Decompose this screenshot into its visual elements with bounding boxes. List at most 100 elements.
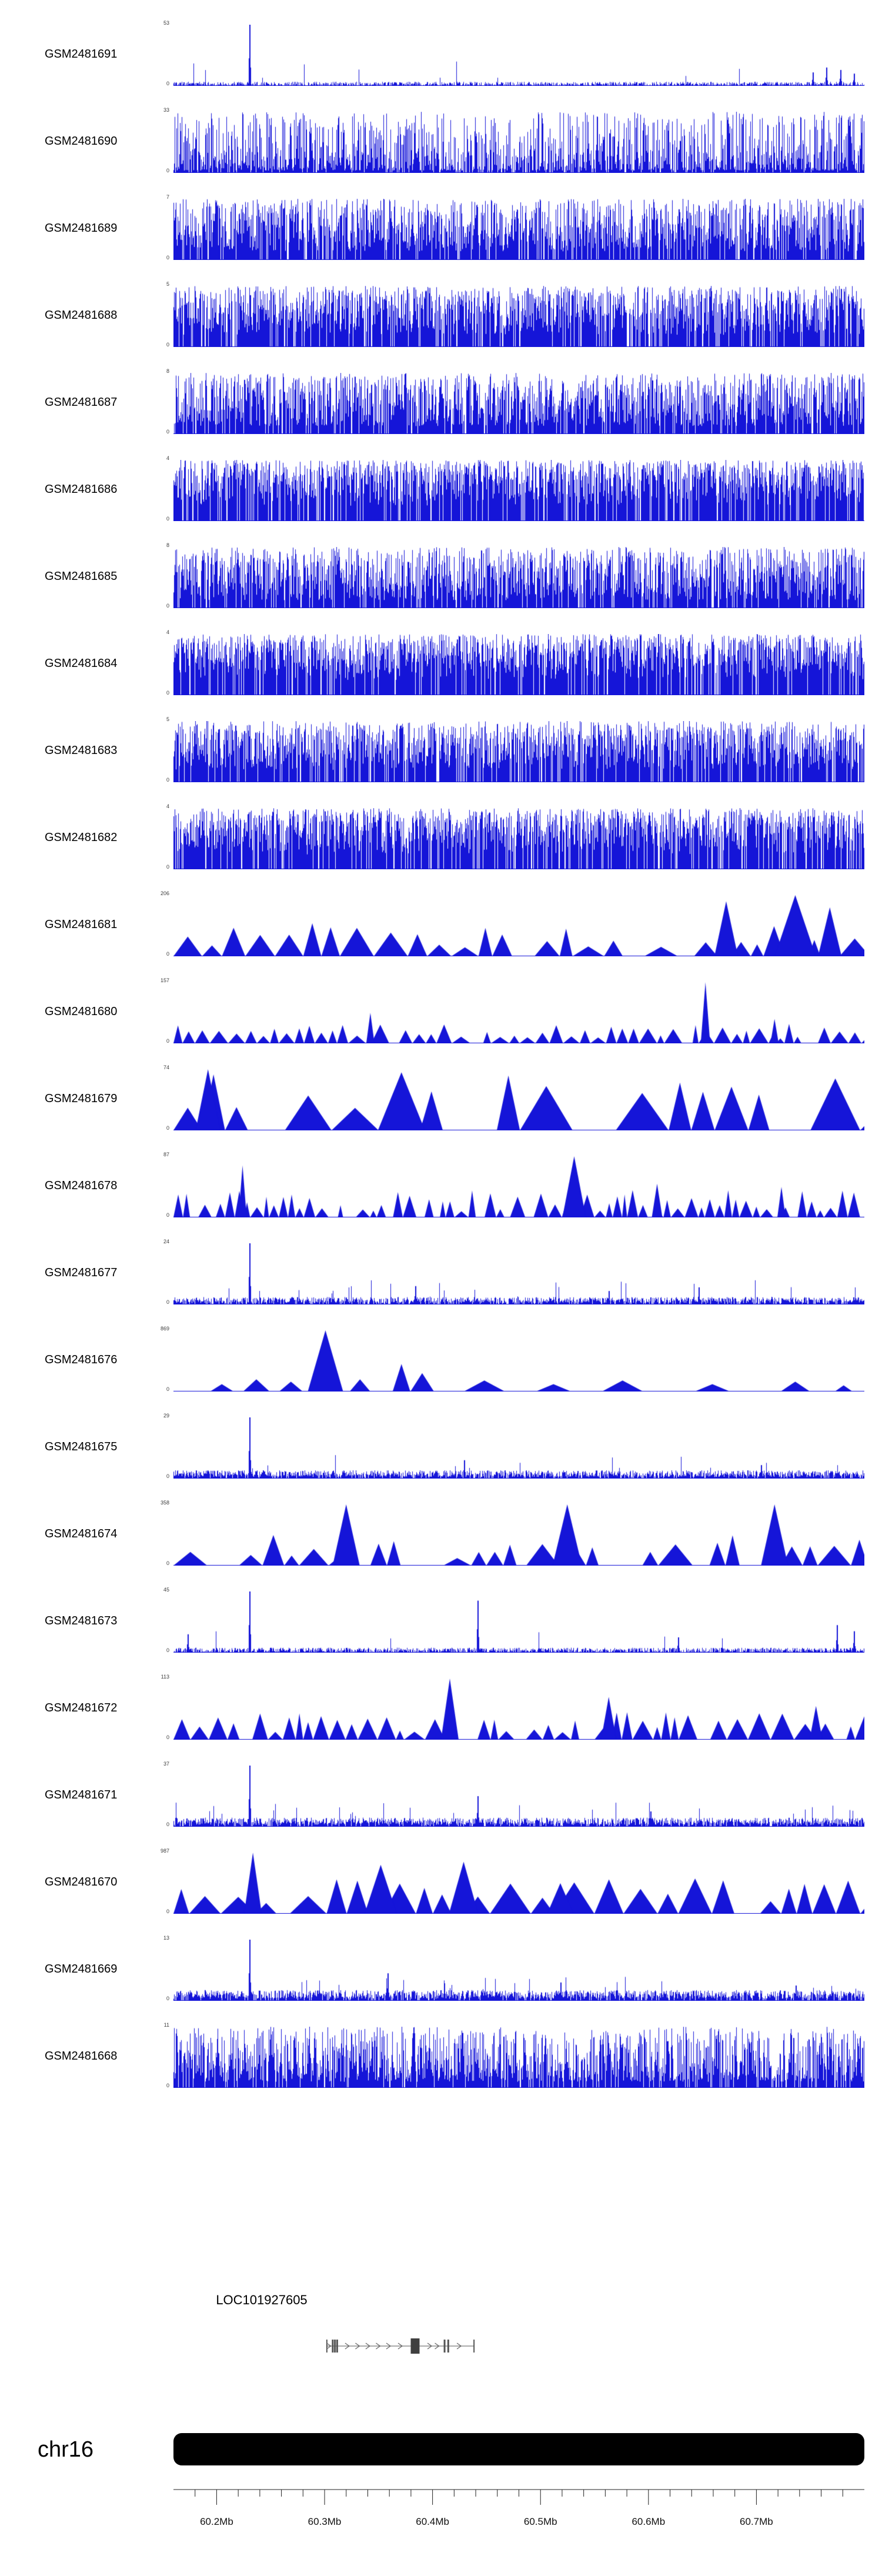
- track-signal-plot: [173, 721, 864, 782]
- signal-track: 87 GSM2481678 0: [0, 1147, 882, 1234]
- strand-arrow-icon: [456, 2343, 462, 2350]
- track-ymax-label: 11: [163, 2022, 169, 2028]
- track-ymin-label: 0: [166, 1473, 169, 1479]
- track-ymax-label: 4: [166, 803, 169, 809]
- track-sample-label: GSM2481677: [45, 1266, 118, 1279]
- track-ymin-label: 0: [166, 81, 169, 86]
- signal-track: 157 GSM2481680 0: [0, 973, 882, 1060]
- signal-track: 74 GSM2481679 0: [0, 1060, 882, 1147]
- track-ymin-label: 0: [166, 1821, 169, 1827]
- track-sample-label: GSM2481671: [45, 1788, 118, 1801]
- track-signal-plot: [173, 2027, 864, 2088]
- track-ymin-label: 0: [166, 342, 169, 348]
- track-signal-plot: [173, 1330, 864, 1392]
- track-ymin-label: 0: [166, 1560, 169, 1566]
- strand-arrow-icon: [376, 2343, 381, 2350]
- track-ymin-label: 0: [166, 603, 169, 609]
- track-sample-label: GSM2481689: [45, 222, 118, 235]
- track-ymax-label: 869: [160, 1326, 169, 1332]
- track-signal-plot: [173, 1243, 864, 1304]
- track-sample-label: GSM2481681: [45, 918, 118, 931]
- track-ymax-label: 24: [163, 1239, 169, 1244]
- track-signal-plot: [173, 373, 864, 434]
- track-ymax-label: 29: [163, 1413, 169, 1419]
- chromosome-ideogram: [173, 2433, 864, 2465]
- axis-tick-label: 60.5Mb: [524, 2516, 557, 2527]
- axis-tick-label: 60.2Mb: [200, 2516, 233, 2527]
- track-signal-plot: [173, 1504, 864, 1566]
- track-ymin-label: 0: [166, 255, 169, 261]
- track-sample-label: GSM2481673: [45, 1614, 118, 1627]
- track-ymin-label: 0: [166, 516, 169, 522]
- track-sample-label: GSM2481687: [45, 396, 118, 409]
- signal-track: 29 GSM2481675 0: [0, 1408, 882, 1495]
- track-ymin-label: 0: [166, 1647, 169, 1653]
- axis-tick-label: 60.4Mb: [416, 2516, 449, 2527]
- track-ymax-label: 5: [166, 716, 169, 722]
- axis-tick-label: 60.6Mb: [632, 2516, 665, 2527]
- track-ymax-label: 4: [166, 455, 169, 461]
- signal-track: 37 GSM2481671 0: [0, 1756, 882, 1843]
- track-ymax-label: 4: [166, 629, 169, 635]
- track-ymax-label: 53: [163, 20, 169, 26]
- signal-track: 33 GSM2481690 0: [0, 102, 882, 189]
- signal-track: 7 GSM2481689 0: [0, 189, 882, 276]
- track-ymax-label: 45: [163, 1587, 169, 1593]
- track-ymax-label: 74: [163, 1065, 169, 1070]
- track-sample-label: GSM2481686: [45, 483, 118, 496]
- track-sample-label: GSM2481683: [45, 744, 118, 757]
- signal-track: 4 GSM2481682 0: [0, 799, 882, 886]
- track-signal-plot: [173, 460, 864, 521]
- track-ymin-label: 0: [166, 951, 169, 957]
- track-signal-plot: [173, 112, 864, 173]
- track-ymin-label: 0: [166, 1212, 169, 1218]
- track-signal-plot: [173, 1679, 864, 1740]
- gene-exon: [473, 2340, 475, 2353]
- track-ymin-label: 0: [166, 864, 169, 870]
- track-ymin-label: 0: [166, 1299, 169, 1305]
- track-ymin-label: 0: [166, 1038, 169, 1044]
- track-signal-plot: [173, 1766, 864, 1827]
- track-sample-label: GSM2481690: [45, 135, 118, 148]
- track-sample-label: GSM2481674: [45, 1527, 118, 1540]
- track-sample-label: GSM2481685: [45, 570, 118, 583]
- signal-track: 45 GSM2481673 0: [0, 1582, 882, 1669]
- track-signal-plot: [173, 1591, 864, 1653]
- track-ymax-label: 87: [163, 1152, 169, 1157]
- track-signal-plot: [173, 286, 864, 347]
- track-signal-plot: [173, 547, 864, 608]
- track-sample-label: GSM2481670: [45, 1876, 118, 1888]
- track-ymax-label: 157: [160, 977, 169, 983]
- track-ymin-label: 0: [166, 1734, 169, 1740]
- signal-track: 5 GSM2481688 0: [0, 276, 882, 363]
- gene-exon: [447, 2340, 449, 2353]
- axis-tick-label: 60.7Mb: [740, 2516, 773, 2527]
- track-sample-label: GSM2481688: [45, 309, 118, 322]
- signal-track: 113 GSM2481672 0: [0, 1669, 882, 1756]
- track-ymax-label: 358: [160, 1500, 169, 1506]
- strand-arrow-icon: [397, 2343, 403, 2350]
- track-sample-label: GSM2481675: [45, 1440, 118, 1453]
- track-sample-label: GSM2481672: [45, 1701, 118, 1714]
- track-ymax-label: 5: [166, 281, 169, 287]
- gene-exon: [334, 2340, 336, 2353]
- strand-arrow-icon: [355, 2343, 360, 2350]
- track-ymin-label: 0: [166, 1386, 169, 1392]
- track-ymax-label: 987: [160, 1848, 169, 1854]
- gene-model-glyph: [326, 2338, 475, 2354]
- strand-arrow-icon: [365, 2343, 371, 2350]
- track-signal-plot: [173, 808, 864, 869]
- track-ymin-label: 0: [166, 429, 169, 435]
- chromosome-label: chr16: [38, 2437, 94, 2462]
- signal-track: 358 GSM2481674 0: [0, 1495, 882, 1582]
- track-ymin-label: 0: [166, 1125, 169, 1131]
- track-ymax-label: 13: [163, 1935, 169, 1941]
- track-signal-plot: [173, 895, 864, 956]
- track-signal-plot: [173, 982, 864, 1043]
- gene-exon: [443, 2340, 446, 2353]
- strand-arrow-icon: [386, 2343, 392, 2350]
- signal-track: 206 GSM2481681 0: [0, 886, 882, 973]
- signal-track: 987 GSM2481670 0: [0, 1843, 882, 1930]
- track-ymin-label: 0: [166, 1996, 169, 2001]
